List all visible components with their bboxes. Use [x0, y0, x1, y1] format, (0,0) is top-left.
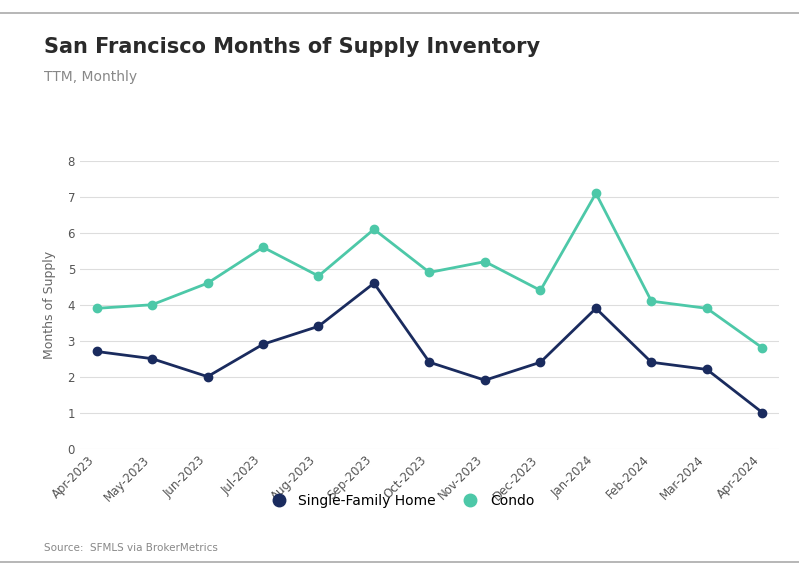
Condo: [757, 344, 767, 351]
Text: Source:  SFMLS via BrokerMetrics: Source: SFMLS via BrokerMetrics: [44, 543, 218, 553]
Condo: [369, 226, 379, 233]
Condo: [480, 258, 490, 265]
Single-Family Home: [591, 305, 601, 312]
Single-Family Home: [646, 359, 656, 366]
Condo: [92, 305, 101, 312]
Y-axis label: Months of Supply: Months of Supply: [43, 251, 57, 359]
Text: TTM, Monthly: TTM, Monthly: [44, 70, 137, 84]
Condo: [702, 305, 712, 312]
Condo: [535, 287, 545, 294]
Condo: [258, 244, 268, 251]
Single-Family Home: [92, 348, 101, 355]
Single-Family Home: [147, 355, 157, 362]
Condo: [203, 279, 213, 286]
Single-Family Home: [258, 341, 268, 348]
Single-Family Home: [535, 359, 545, 366]
Single-Family Home: [203, 373, 213, 380]
Condo: [425, 269, 435, 276]
Condo: [591, 190, 601, 197]
Condo: [314, 273, 324, 279]
Condo: [646, 298, 656, 305]
Single-Family Home: [702, 366, 712, 373]
Single-Family Home: [314, 323, 324, 330]
Legend: Single-Family Home, Condo: Single-Family Home, Condo: [259, 488, 540, 513]
Condo: [147, 301, 157, 308]
Single-Family Home: [369, 279, 379, 286]
Text: San Francisco Months of Supply Inventory: San Francisco Months of Supply Inventory: [44, 37, 540, 58]
Single-Family Home: [425, 359, 435, 366]
Line: Condo: Condo: [93, 189, 766, 352]
Single-Family Home: [480, 377, 490, 384]
Single-Family Home: [757, 409, 767, 416]
Line: Single-Family Home: Single-Family Home: [93, 279, 766, 417]
